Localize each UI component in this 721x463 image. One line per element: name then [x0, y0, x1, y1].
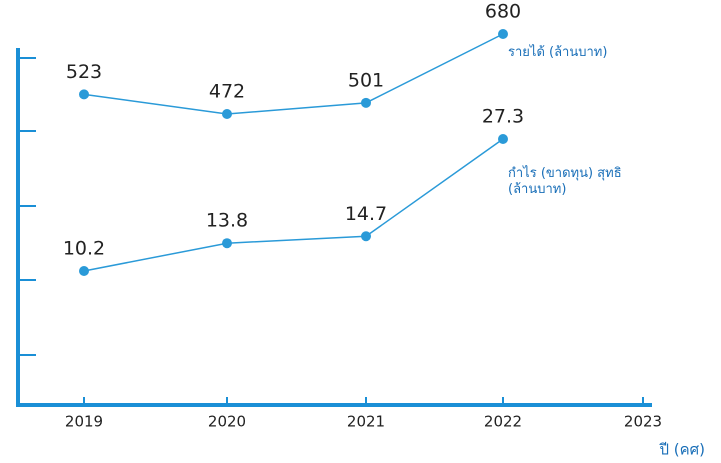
legend-entry: กำไร (ขาดทุน) สุทธิ (ล้านบาท) — [508, 166, 622, 197]
x-tick-label: 2021 — [347, 413, 385, 431]
legend-entry: รายได้ (ล้านบาท) — [508, 45, 608, 60]
x-tick-label: 2023 — [624, 413, 662, 431]
x-tick-label: 2022 — [484, 413, 522, 431]
y-axis-ticks — [18, 57, 36, 356]
axes — [16, 48, 652, 407]
data-label: 14.7 — [345, 203, 387, 225]
data-label: 13.8 — [206, 210, 248, 232]
data-label: 10.2 — [63, 238, 105, 260]
data-point — [361, 97, 371, 108]
data-label: 472 — [209, 81, 245, 103]
data-point — [222, 238, 232, 249]
data-point — [361, 231, 371, 242]
data-point — [498, 29, 508, 39]
x-axis-label: ปี (คศ) — [658, 441, 705, 459]
data-point — [222, 109, 232, 119]
series-line — [83, 33, 504, 115]
x-tick-label: 2020 — [208, 413, 246, 431]
x-tick-label: 2019 — [65, 413, 103, 431]
data-label: 680 — [485, 1, 521, 23]
data-label: 523 — [66, 61, 102, 83]
data-point — [79, 89, 89, 100]
data-point — [498, 134, 508, 144]
series-line — [83, 138, 504, 272]
data-point — [79, 266, 89, 276]
data-label: 27.3 — [482, 106, 524, 128]
data-label: 501 — [348, 69, 384, 91]
